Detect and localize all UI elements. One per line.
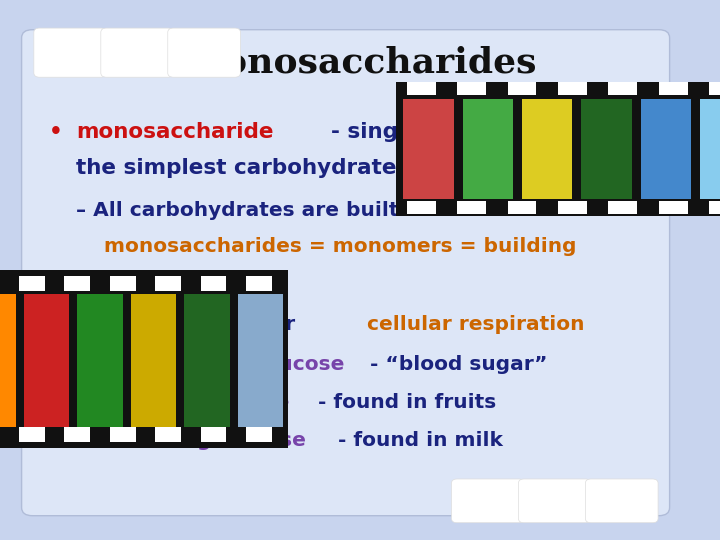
Text: - “blood sugar”: - “blood sugar” — [370, 355, 547, 374]
FancyBboxPatch shape — [518, 479, 591, 523]
Text: blocks: blocks — [104, 272, 177, 292]
Text: – Energy source for: – Energy source for — [76, 314, 302, 334]
FancyBboxPatch shape — [22, 30, 670, 516]
Text: monosaccharides = monomers = building: monosaccharides = monomers = building — [104, 237, 577, 256]
Text: Monosaccharides: Monosaccharides — [184, 45, 536, 79]
Text: – All carbohydrates are built from: – All carbohydrates are built from — [76, 201, 459, 220]
FancyBboxPatch shape — [585, 479, 658, 523]
FancyBboxPatch shape — [101, 28, 174, 77]
Text: - found in milk: - found in milk — [338, 430, 503, 450]
FancyBboxPatch shape — [34, 28, 107, 77]
Text: galactose: galactose — [196, 430, 306, 450]
Text: - found in fruits: - found in fruits — [318, 393, 496, 412]
Text: •: • — [49, 122, 71, 143]
FancyBboxPatch shape — [168, 28, 240, 77]
Text: cellular respiration: cellular respiration — [367, 314, 585, 334]
Text: - single, or simple, sugar;: - single, or simple, sugar; — [331, 122, 642, 143]
Text: glucose: glucose — [257, 355, 345, 374]
Text: monosaccharide: monosaccharide — [76, 122, 274, 143]
Text: – Examples:: – Examples: — [76, 355, 216, 374]
Text: the simplest carbohydrate: the simplest carbohydrate — [76, 158, 396, 179]
Text: fructose: fructose — [196, 393, 290, 412]
FancyBboxPatch shape — [451, 479, 524, 523]
